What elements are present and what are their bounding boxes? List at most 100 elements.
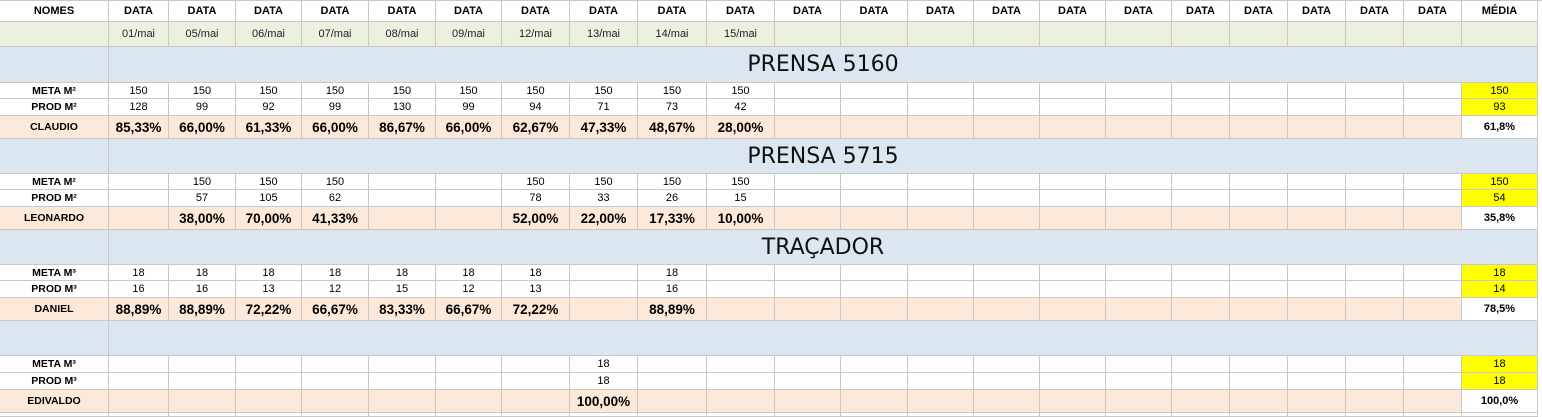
meta-cell[interactable]: 150 — [436, 83, 502, 99]
prod-cell[interactable] — [974, 190, 1040, 207]
date-row-avg[interactable] — [1462, 22, 1538, 47]
meta-cell[interactable]: 150 — [707, 83, 775, 99]
date-cell-8[interactable]: 13/mai — [570, 22, 638, 47]
header-data-16[interactable]: DATA — [1106, 1, 1172, 22]
meta-cell[interactable]: 150 — [302, 83, 369, 99]
meta-cell[interactable]: 18 — [570, 356, 638, 373]
prod-cell[interactable] — [1172, 190, 1230, 207]
date-cell-2[interactable]: 05/mai — [169, 22, 236, 47]
prod-cell[interactable] — [1346, 373, 1404, 390]
pct-cell[interactable]: 47,33% — [570, 116, 638, 139]
pct-cell[interactable] — [1106, 116, 1172, 139]
meta-cell[interactable] — [775, 265, 841, 281]
prod-average[interactable]: 54 — [1462, 190, 1538, 207]
section-title[interactable]: TRAÇADOR — [109, 230, 1538, 265]
pct-cell[interactable] — [109, 207, 169, 230]
row-partial[interactable] — [369, 413, 436, 417]
pct-cell[interactable] — [841, 207, 908, 230]
row-partial[interactable] — [1172, 413, 1230, 417]
row-partial[interactable] — [302, 413, 369, 417]
prod-cell[interactable] — [302, 373, 369, 390]
meta-cell[interactable] — [1106, 174, 1172, 190]
section-title[interactable] — [109, 321, 1538, 356]
meta-cell[interactable]: 18 — [502, 265, 570, 281]
prod-cell[interactable] — [1106, 99, 1172, 116]
pct-cell[interactable] — [1172, 390, 1230, 413]
meta-cell[interactable] — [1040, 265, 1106, 281]
meta-cell[interactable]: 150 — [109, 83, 169, 99]
pct-cell[interactable] — [369, 207, 436, 230]
row-partial[interactable] — [1462, 413, 1538, 417]
meta-cell[interactable] — [841, 356, 908, 373]
pct-cell[interactable] — [1346, 390, 1404, 413]
pct-cell[interactable] — [1288, 207, 1346, 230]
prod-cell[interactable] — [502, 373, 570, 390]
prod-cell[interactable] — [775, 373, 841, 390]
row-partial[interactable] — [775, 413, 841, 417]
pct-cell[interactable]: 22,00% — [570, 207, 638, 230]
meta-cell[interactable]: 18 — [302, 265, 369, 281]
date-cell-18[interactable] — [1230, 22, 1288, 47]
pct-cell[interactable] — [1288, 116, 1346, 139]
meta-cell[interactable]: 18 — [638, 265, 707, 281]
meta-cell[interactable] — [169, 356, 236, 373]
meta-cell[interactable] — [1288, 83, 1346, 99]
pct-cell[interactable] — [1346, 207, 1404, 230]
date-cell-3[interactable]: 06/mai — [236, 22, 302, 47]
meta-cell[interactable] — [707, 265, 775, 281]
prod-cell[interactable]: 92 — [236, 99, 302, 116]
meta-cell[interactable] — [775, 83, 841, 99]
meta-cell[interactable] — [908, 83, 974, 99]
row-partial[interactable] — [236, 413, 302, 417]
prod-cell[interactable] — [1230, 190, 1288, 207]
date-cell-5[interactable]: 08/mai — [369, 22, 436, 47]
date-cell-10[interactable]: 15/mai — [707, 22, 775, 47]
pct-cell[interactable]: 100,00% — [570, 390, 638, 413]
date-cell-9[interactable]: 14/mai — [638, 22, 707, 47]
meta-cell[interactable]: 150 — [302, 174, 369, 190]
meta-cell[interactable] — [436, 356, 502, 373]
pct-cell[interactable] — [1404, 390, 1462, 413]
meta-cell[interactable]: 150 — [638, 174, 707, 190]
meta-cell[interactable] — [1288, 174, 1346, 190]
prod-cell[interactable] — [1288, 190, 1346, 207]
date-cell-6[interactable]: 09/mai — [436, 22, 502, 47]
meta-cell[interactable] — [1404, 356, 1462, 373]
pct-cell[interactable] — [707, 298, 775, 321]
prod-cell[interactable]: 18 — [570, 373, 638, 390]
prod-cell[interactable] — [236, 373, 302, 390]
section-left-cell[interactable] — [0, 230, 109, 265]
pct-cell[interactable] — [1172, 207, 1230, 230]
pct-cell[interactable] — [775, 390, 841, 413]
prod-cell[interactable] — [1040, 99, 1106, 116]
row-partial[interactable] — [1288, 413, 1346, 417]
prod-cell[interactable] — [841, 190, 908, 207]
header-media[interactable]: MÉDIA — [1462, 1, 1538, 22]
prod-cell[interactable] — [1172, 373, 1230, 390]
meta-cell[interactable] — [841, 83, 908, 99]
section-left-cell[interactable] — [0, 47, 109, 83]
header-data-9[interactable]: DATA — [638, 1, 707, 22]
pct-cell[interactable] — [1106, 298, 1172, 321]
prod-cell[interactable] — [436, 373, 502, 390]
header-data-2[interactable]: DATA — [169, 1, 236, 22]
pct-cell[interactable] — [436, 207, 502, 230]
pct-cell[interactable] — [1346, 116, 1404, 139]
prod-cell[interactable] — [109, 373, 169, 390]
date-cell-14[interactable] — [974, 22, 1040, 47]
meta-cell[interactable] — [109, 174, 169, 190]
header-data-19[interactable]: DATA — [1288, 1, 1346, 22]
prod-cell[interactable]: 99 — [169, 99, 236, 116]
prod-cell[interactable]: 13 — [236, 281, 302, 298]
pct-cell[interactable] — [1040, 298, 1106, 321]
pct-cell[interactable]: 52,00% — [502, 207, 570, 230]
header-data-15[interactable]: DATA — [1040, 1, 1106, 22]
meta-cell[interactable] — [638, 356, 707, 373]
meta-cell[interactable]: 150 — [169, 174, 236, 190]
row-partial[interactable] — [1040, 413, 1106, 417]
meta-cell[interactable]: 150 — [570, 83, 638, 99]
pct-cell[interactable]: 41,33% — [302, 207, 369, 230]
prod-cell[interactable] — [841, 373, 908, 390]
meta-cell[interactable] — [1172, 174, 1230, 190]
prod-cell[interactable] — [1404, 281, 1462, 298]
